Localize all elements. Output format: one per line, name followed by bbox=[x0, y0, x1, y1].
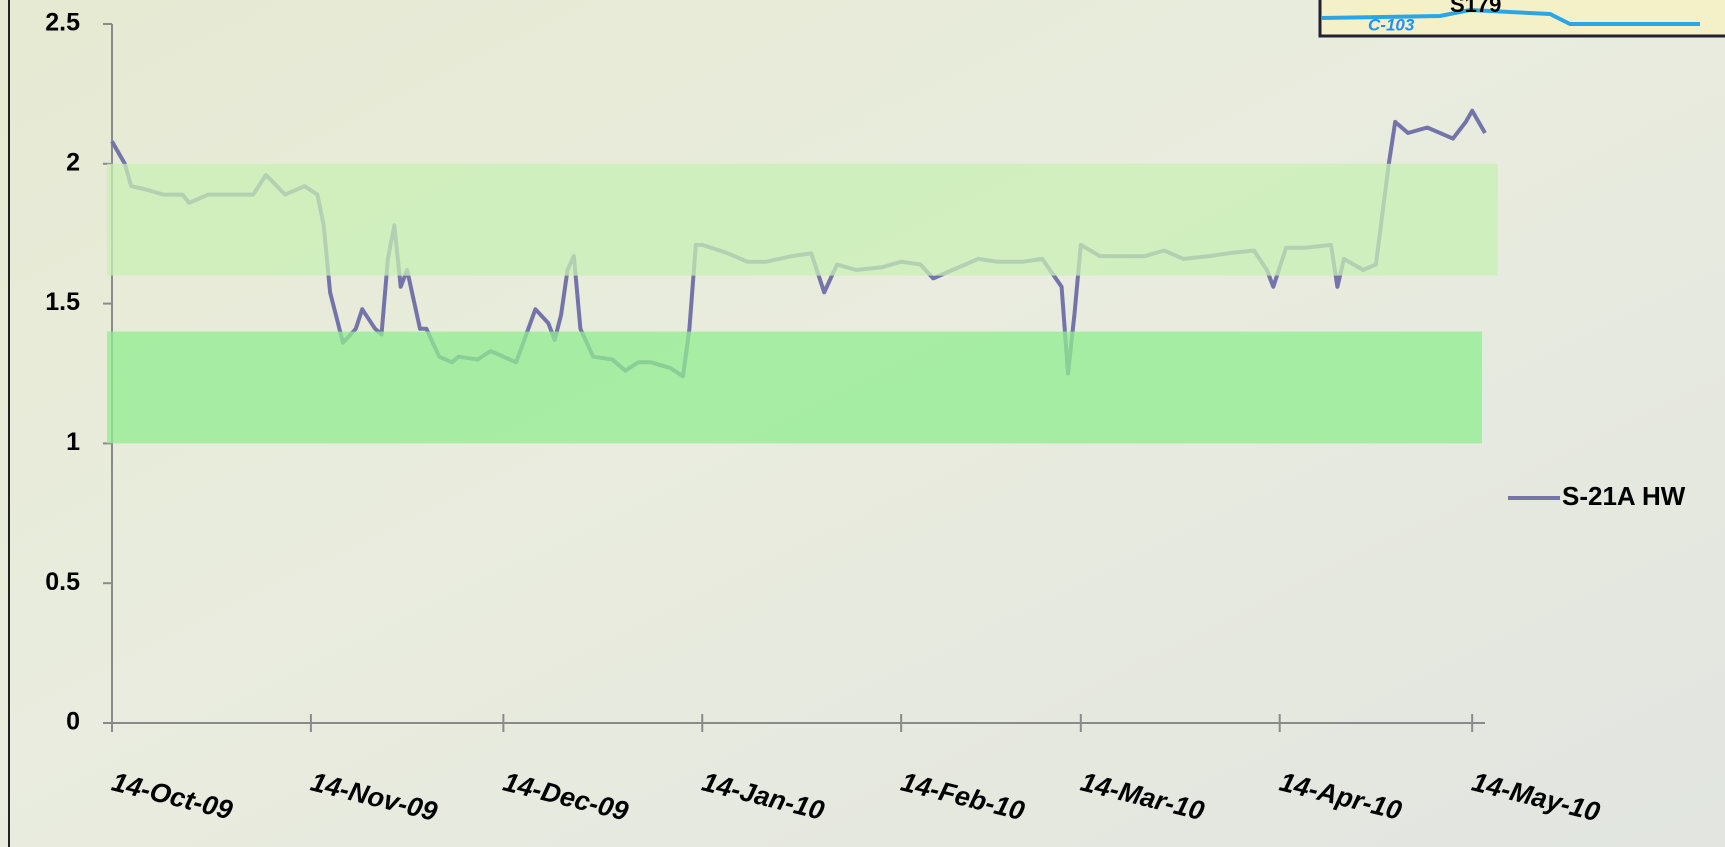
inset-label: S179 bbox=[1450, 0, 1501, 17]
legend-label: S-21A HW bbox=[1562, 481, 1686, 511]
y-tick-label: 2.5 bbox=[45, 9, 80, 37]
band bbox=[107, 163, 1498, 276]
inset-canal bbox=[1321, 7, 1700, 26]
y-tick-label: 0.5 bbox=[45, 568, 80, 596]
y-tick-label: 1 bbox=[66, 428, 80, 456]
inset-label: C-103 bbox=[1368, 15, 1415, 34]
y-tick-label: 2 bbox=[66, 148, 80, 176]
y-tick-label: 1.5 bbox=[45, 288, 80, 316]
y-tick-label: 0 bbox=[66, 708, 80, 736]
band bbox=[107, 331, 1482, 444]
inset-map: S179 C-103 bbox=[1318, 0, 1725, 38]
